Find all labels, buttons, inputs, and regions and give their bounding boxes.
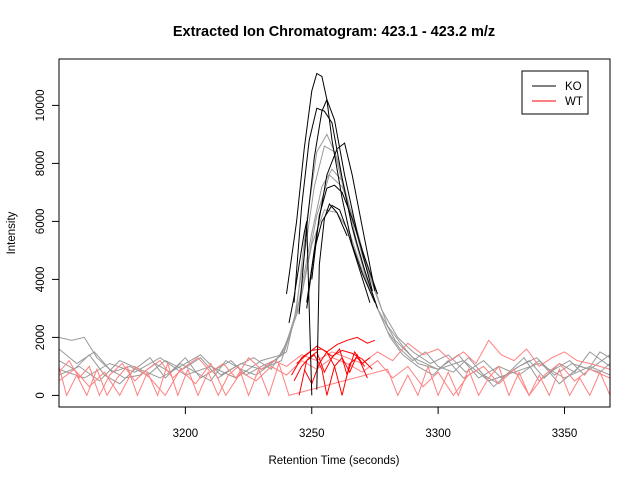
legend-label-ko: KO: [565, 81, 582, 93]
series-line-ko-11: [59, 168, 610, 385]
legend: KO WT: [521, 70, 589, 115]
series-line-wt-14: [291, 348, 373, 376]
legend-box: [521, 70, 589, 115]
y-axis: 0 2000 4000 6000 8000 10000: [35, 89, 59, 399]
series-layer: [59, 72, 610, 397]
chart-title: Extracted Ion Chromatogram: 423.1 - 423.…: [173, 24, 495, 40]
series-line-ko-12: [59, 174, 610, 379]
x-tick-label: 3300: [425, 428, 451, 440]
series-line-ko-3: [298, 98, 373, 315]
legend-label-wt: WT: [565, 96, 583, 108]
series-line-wt-21: [59, 361, 610, 397]
series-line-wt-17: [298, 353, 368, 396]
y-tick-label: 4000: [35, 267, 47, 293]
y-tick-label: 2000: [35, 325, 47, 351]
x-tick-label: 3200: [173, 428, 199, 440]
y-tick-label: 10000: [35, 89, 47, 121]
series-line-ko-8: [316, 203, 348, 390]
y-axis-label: Intensity: [6, 211, 18, 254]
x-axis: 3200 3250 3300 3350: [173, 407, 578, 440]
series-line-ko-7: [288, 221, 313, 396]
series-line-wt-18: [303, 350, 366, 396]
series-line-ko-2: [293, 107, 378, 309]
x-tick-label: 3350: [552, 428, 578, 440]
y-tick-label: 6000: [35, 209, 47, 235]
y-tick-label: 8000: [35, 151, 47, 177]
series-line-ko-1: [286, 72, 376, 303]
x-tick-label: 3250: [299, 428, 325, 440]
x-axis-label: Retention Time (seconds): [268, 455, 399, 467]
series-line-ko-6: [306, 204, 371, 309]
y-tick-label: 0: [35, 392, 47, 398]
plot-frame: [58, 58, 611, 408]
series-line-ko-5: [311, 184, 378, 295]
